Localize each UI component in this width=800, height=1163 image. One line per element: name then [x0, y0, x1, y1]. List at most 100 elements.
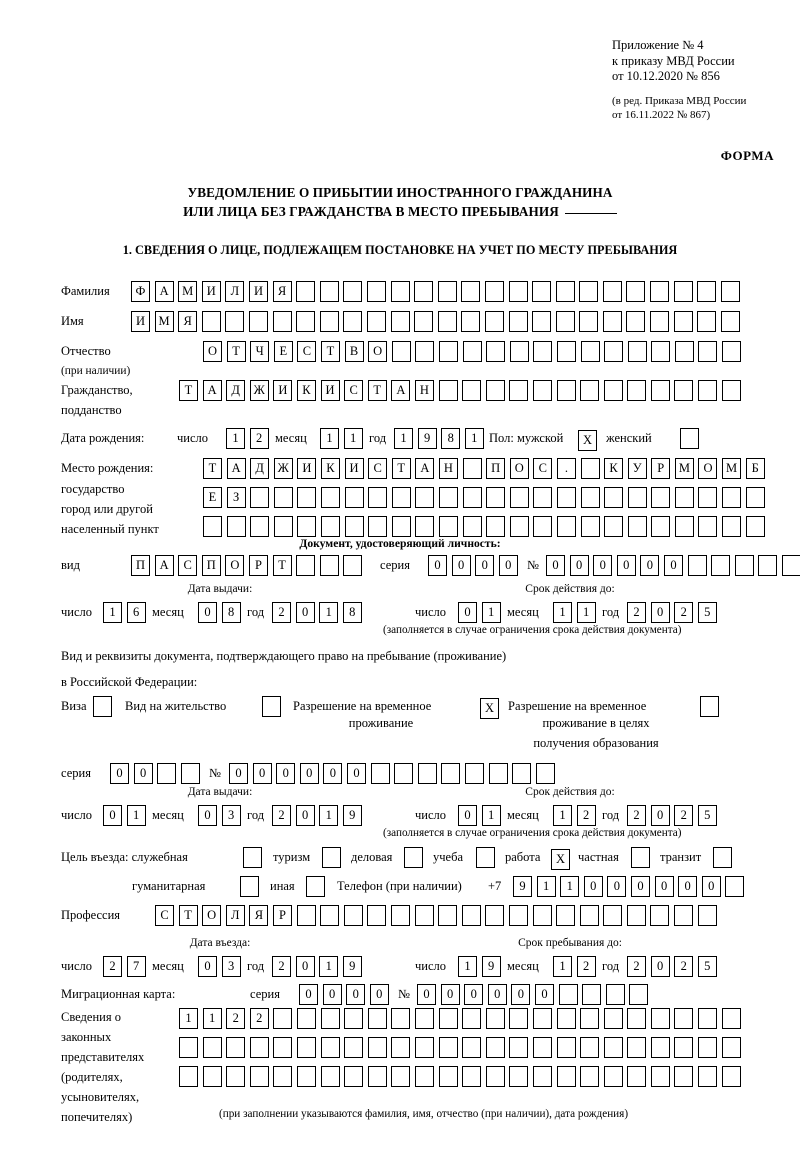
reps-r3-cell-14[interactable] [485, 1066, 505, 1087]
permit-valid-month-cell-1[interactable]: 1 [553, 805, 572, 826]
patronymic-cell-12[interactable] [462, 341, 482, 362]
reps-r2-cell-6[interactable] [296, 1037, 316, 1058]
reps-r2-cell-15[interactable] [509, 1037, 529, 1058]
profession-cell-8[interactable] [320, 905, 340, 926]
name-cell-25[interactable] [697, 311, 717, 332]
birth-place-r1-cell-5[interactable]: И [297, 458, 317, 479]
birth-place-r3-cell-8[interactable] [368, 516, 388, 537]
patronymic-cell-13[interactable] [486, 341, 506, 362]
profession-cell-4[interactable]: Л [225, 905, 245, 926]
doc-valid-month-cell-2[interactable]: 1 [576, 602, 596, 623]
surname-cell-16[interactable] [484, 281, 504, 302]
birth-place-r3-cell-1[interactable] [203, 516, 222, 537]
surname-cell-20[interactable] [579, 281, 599, 302]
citizenship-cell-9[interactable]: Т [367, 380, 387, 401]
citizenship-cell-4[interactable]: Ж [249, 380, 269, 401]
permit-valid-day-cell-2[interactable]: 1 [481, 805, 501, 826]
birth-place-r3-cell-21[interactable] [674, 516, 694, 537]
reps-row-2-cells[interactable] [179, 1037, 741, 1058]
name-cell-26[interactable] [720, 311, 740, 332]
permit-number-cell-11[interactable] [464, 763, 484, 784]
reps-r1-cell-16[interactable] [532, 1008, 552, 1029]
patronymic-cell-21[interactable] [674, 341, 694, 362]
reps-r3-cell-12[interactable] [438, 1066, 458, 1087]
reps-r1-cell-20[interactable] [627, 1008, 647, 1029]
permit-valid-year-cell-3[interactable]: 2 [674, 805, 694, 826]
profession-cell-6[interactable]: Р [272, 905, 292, 926]
name-cell-20[interactable] [579, 311, 599, 332]
reps-r3-cell-18[interactable] [580, 1066, 600, 1087]
citizenship-cell-6[interactable]: К [296, 380, 316, 401]
citizenship-cell-7[interactable]: И [320, 380, 340, 401]
reps-r2-cell-23[interactable] [698, 1037, 718, 1058]
reps-r2-cell-21[interactable] [650, 1037, 670, 1058]
birth-place-r2-cell-5[interactable] [297, 487, 317, 508]
reps-r3-cell-15[interactable] [509, 1066, 529, 1087]
birth-place-r2-cell-1[interactable]: Е [203, 487, 222, 508]
birth-place-r2-cell-23[interactable] [722, 487, 742, 508]
phone-cell-10[interactable] [725, 876, 745, 897]
birth-place-r2-cell-10[interactable] [415, 487, 435, 508]
birth-place-r1-cell-1[interactable]: Т [203, 458, 222, 479]
name-cell-18[interactable] [532, 311, 552, 332]
reps-r1-cell-7[interactable] [320, 1008, 340, 1029]
reps-r2-cell-13[interactable] [462, 1037, 482, 1058]
surname-cell-14[interactable] [437, 281, 457, 302]
patronymic-cell-4[interactable]: Е [273, 341, 293, 362]
permit-number-cell-1[interactable]: 0 [229, 763, 248, 784]
profession-cell-14[interactable] [461, 905, 481, 926]
migration-card-series-cell-4[interactable]: 0 [369, 984, 389, 1005]
reps-r2-cell-14[interactable] [485, 1037, 505, 1058]
patronymic-cell-17[interactable] [580, 341, 600, 362]
doc-kind-cell-9[interactable] [319, 555, 339, 576]
citizenship-cell-21[interactable] [650, 380, 670, 401]
reps-r2-cell-11[interactable] [414, 1037, 434, 1058]
surname-cell-19[interactable] [555, 281, 575, 302]
profession-cell-20[interactable] [603, 905, 623, 926]
patronymic-cell-19[interactable] [627, 341, 647, 362]
permit-number-cell-8[interactable] [394, 763, 414, 784]
name-cell-11[interactable] [366, 311, 386, 332]
doc-kind-cell-1[interactable]: П [131, 555, 150, 576]
surname-cell-22[interactable] [626, 281, 646, 302]
reps-r1-cell-10[interactable] [391, 1008, 411, 1029]
name-cell-10[interactable] [343, 311, 363, 332]
reps-row-3-cells[interactable] [179, 1066, 741, 1087]
reps-r1-cell-9[interactable] [367, 1008, 387, 1029]
name-cell-12[interactable] [390, 311, 410, 332]
citizenship-cell-16[interactable] [532, 380, 552, 401]
birth-place-r2-cell-21[interactable] [674, 487, 694, 508]
permit-number-cell-13[interactable] [512, 763, 532, 784]
birth-place-r1-cell-6[interactable]: К [320, 458, 340, 479]
patronymic-cell-23[interactable] [722, 341, 742, 362]
name-cell-7[interactable] [272, 311, 292, 332]
surname-cell-25[interactable] [697, 281, 717, 302]
permit-number-cell-12[interactable] [488, 763, 508, 784]
citizenship-cell-22[interactable] [674, 380, 694, 401]
birth-year-cell-1[interactable]: 1 [394, 428, 413, 449]
phone-cell-6[interactable]: 0 [630, 876, 650, 897]
reps-r1-cell-17[interactable] [556, 1008, 576, 1029]
birth-place-r2-cell-4[interactable] [273, 487, 293, 508]
permit-issue-month-cell-1[interactable]: 0 [198, 805, 217, 826]
permit-issue-day-cell-2[interactable]: 1 [126, 805, 146, 826]
name-cell-9[interactable] [319, 311, 339, 332]
birth-place-r1-cell-13[interactable]: П [486, 458, 506, 479]
reps-r1-cell-23[interactable] [698, 1008, 718, 1029]
migration-card-number-cell-4[interactable]: 0 [487, 984, 507, 1005]
reps-r3-cell-13[interactable] [462, 1066, 482, 1087]
doc-number-cell-7[interactable] [687, 555, 707, 576]
birth-place-r2-cell-14[interactable] [509, 487, 529, 508]
doc-number-cell-2[interactable]: 0 [569, 555, 589, 576]
permit-issue-year-cell-1[interactable]: 2 [272, 805, 291, 826]
name-cell-3[interactable]: Я [178, 311, 198, 332]
birth-place-r3-cell-9[interactable] [391, 516, 411, 537]
